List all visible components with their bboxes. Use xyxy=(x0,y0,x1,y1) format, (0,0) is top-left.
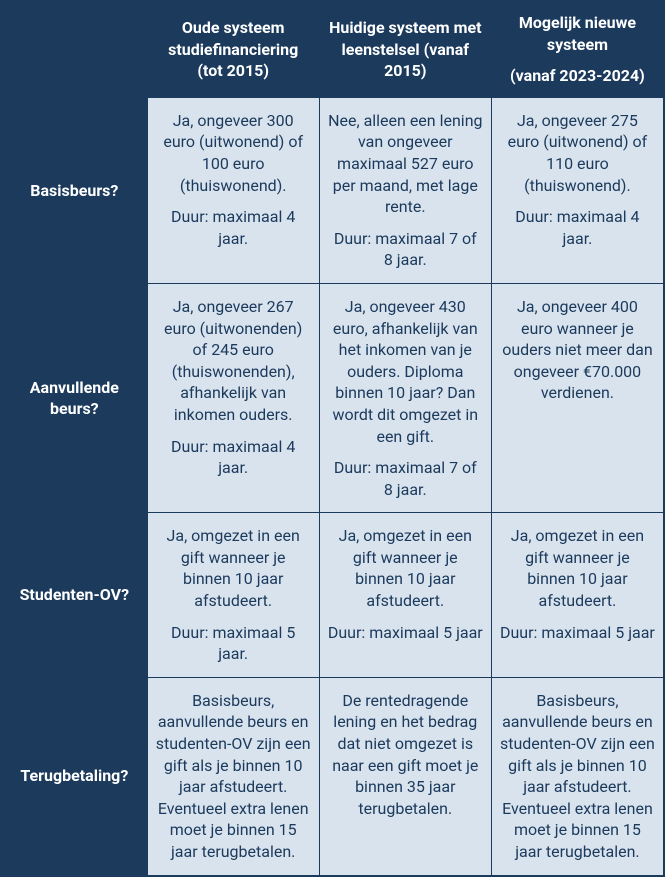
cell-terugbetaling-current: De rentedragende lening en het bedrag da… xyxy=(319,677,491,875)
table-row: Aanvullende beurs? Ja, ongeveer 267 euro… xyxy=(2,283,664,512)
cell-aanvullende-new: Ja, ongeveer 400 euro wanneer je ouders … xyxy=(491,283,663,512)
header-old-system: Oude systeem studiefinanciering (tot 201… xyxy=(147,2,319,98)
table-header-row: Oude systeem studiefinanciering (tot 201… xyxy=(2,2,664,98)
row-label-terugbetaling: Terugbetaling? xyxy=(2,677,148,875)
row-label-basisbeurs: Basisbeurs? xyxy=(2,97,148,283)
cell-basisbeurs-current: Nee, alleen een lening van ongeveer maxi… xyxy=(319,97,491,283)
header-empty xyxy=(2,2,148,98)
cell-ov-current: Ja, omgezet in een gift wanneer je binne… xyxy=(319,513,491,678)
cell-terugbetaling-new: Basisbeurs, aanvullende beurs en student… xyxy=(491,677,663,875)
cell-aanvullende-old: Ja, ongeveer 267 euro (uitwonenden) of 2… xyxy=(147,283,319,512)
table-row: Basisbeurs? Ja, ongeveer 300 euro (uitwo… xyxy=(2,97,664,283)
comparison-table-wrapper: Oude systeem studiefinanciering (tot 201… xyxy=(0,0,665,877)
row-label-aanvullende-beurs: Aanvullende beurs? xyxy=(2,283,148,512)
cell-basisbeurs-new: Ja, ongeveer 275 euro (uitwonend) of 110… xyxy=(491,97,663,283)
table-row: Studenten-OV? Ja, omgezet in een gift wa… xyxy=(2,513,664,678)
cell-terugbetaling-old: Basisbeurs, aanvullende beurs en student… xyxy=(147,677,319,875)
cell-aanvullende-current: Ja, ongeveer 430 euro, afhankelijk van h… xyxy=(319,283,491,512)
header-new-system: Mogelijk nieuwe systeem (vanaf 2023-2024… xyxy=(491,2,663,98)
row-label-studenten-ov: Studenten-OV? xyxy=(2,513,148,678)
cell-basisbeurs-old: Ja, ongeveer 300 euro (uitwonend) of 100… xyxy=(147,97,319,283)
table-row: Terugbetaling? Basisbeurs, aanvullende b… xyxy=(2,677,664,875)
comparison-table: Oude systeem studiefinanciering (tot 201… xyxy=(1,1,664,876)
cell-ov-old: Ja, omgezet in een gift wanneer je binne… xyxy=(147,513,319,678)
header-current-system: Huidige systeem met leenstelsel (vanaf 2… xyxy=(319,2,491,98)
cell-ov-new: Ja, omgezet in een gift wanneer je binne… xyxy=(491,513,663,678)
